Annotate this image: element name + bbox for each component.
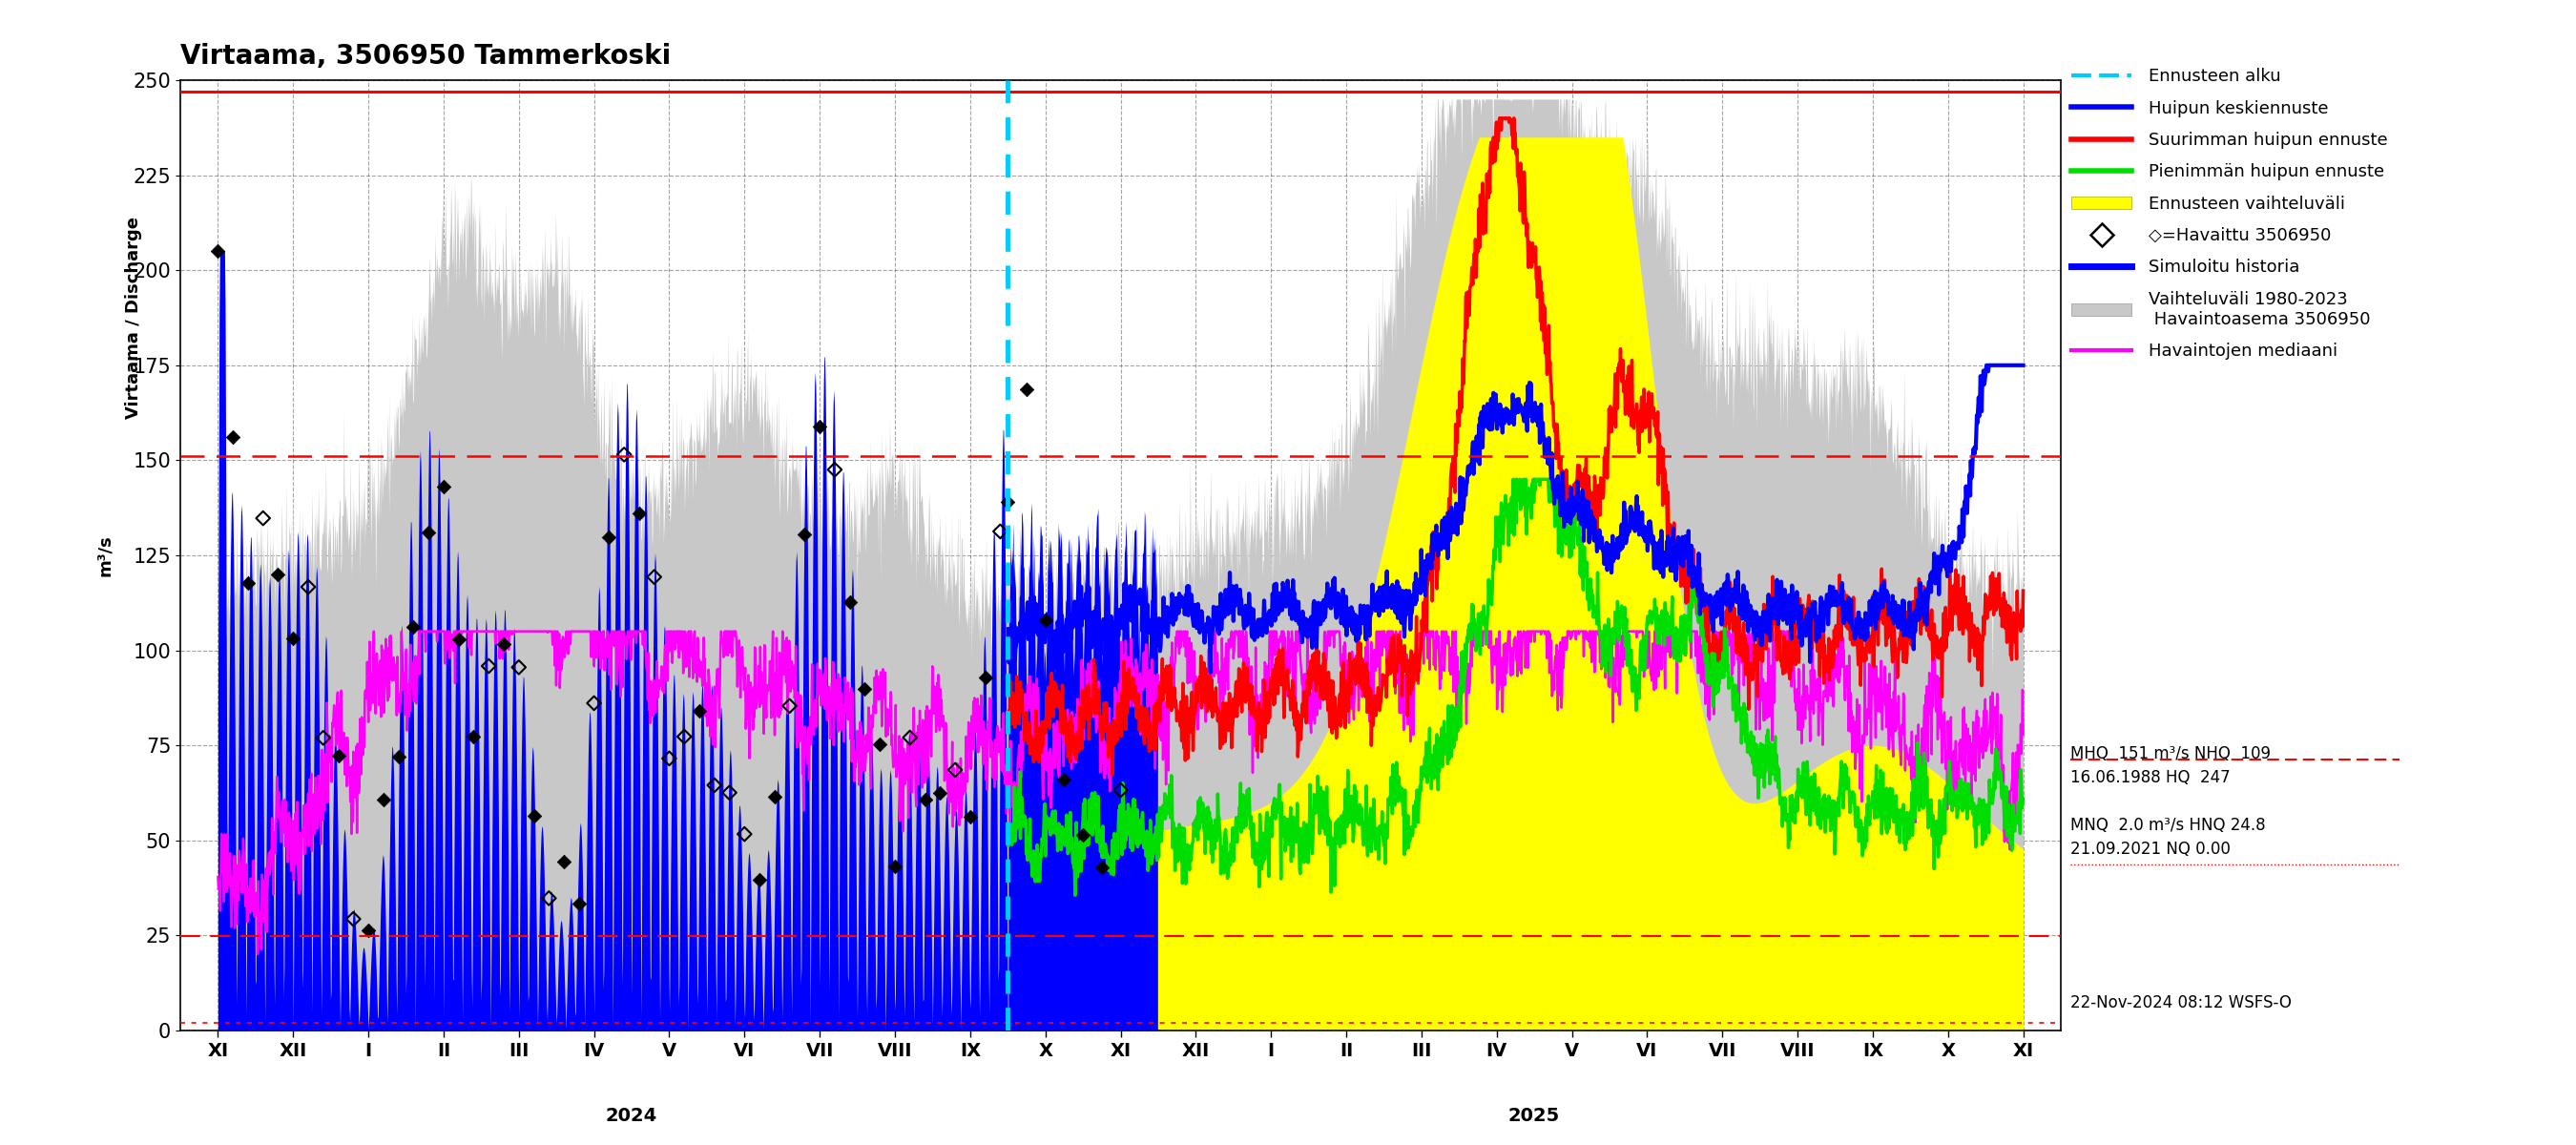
- Point: [1082, 859, 1123, 877]
- Point: [979, 522, 1020, 540]
- Point: [799, 417, 840, 435]
- Point: [770, 697, 811, 716]
- Point: [469, 657, 510, 676]
- Text: 2025: 2025: [1510, 1106, 1561, 1124]
- Point: [497, 658, 538, 677]
- Point: [920, 784, 961, 803]
- Point: [379, 748, 420, 766]
- Point: [987, 492, 1028, 511]
- Point: [724, 824, 765, 843]
- Point: [348, 922, 389, 940]
- Legend: Ennusteen alku, Huipun keskiennuste, Suurimman huipun ennuste, Pienimmän huipun : Ennusteen alku, Huipun keskiennuste, Suu…: [2063, 61, 2396, 366]
- Point: [559, 894, 600, 913]
- Point: [873, 858, 914, 876]
- Point: [814, 460, 855, 479]
- Point: [618, 505, 659, 523]
- Point: [394, 617, 435, 635]
- Point: [649, 749, 690, 767]
- Point: [1100, 781, 1141, 799]
- Point: [332, 910, 374, 929]
- Point: [587, 528, 629, 546]
- Point: [693, 776, 734, 795]
- Point: [634, 568, 675, 586]
- Point: [603, 445, 644, 464]
- Point: [889, 728, 930, 747]
- Point: [1043, 771, 1084, 789]
- Point: [211, 427, 252, 445]
- Point: [484, 635, 526, 654]
- Point: [574, 694, 616, 712]
- Point: [407, 523, 448, 542]
- Text: 22-Nov-2024 08:12 WSFS-O: 22-Nov-2024 08:12 WSFS-O: [2071, 994, 2293, 1011]
- Point: [363, 790, 404, 808]
- Point: [845, 680, 886, 698]
- Point: [963, 669, 1005, 687]
- Point: [242, 510, 283, 528]
- Point: [708, 783, 750, 802]
- Text: MHQ  151 m³/s NHQ  109
16.06.1988 HQ  247

MNQ  2.0 m³/s HNQ 24.8
21.09.2021 NQ : MHQ 151 m³/s NHQ 109 16.06.1988 HQ 247 M…: [2071, 745, 2269, 858]
- Text: m³/s: m³/s: [95, 535, 113, 576]
- Point: [273, 630, 314, 648]
- Point: [198, 242, 240, 260]
- Point: [1061, 826, 1103, 844]
- Point: [677, 702, 719, 720]
- Point: [528, 889, 569, 907]
- Point: [665, 727, 706, 745]
- Point: [422, 477, 464, 496]
- Point: [438, 631, 479, 649]
- Point: [301, 728, 343, 747]
- Point: [513, 807, 554, 826]
- Point: [935, 760, 976, 779]
- Point: [755, 788, 796, 806]
- Text: Virtaama / Discharge: Virtaama / Discharge: [124, 216, 142, 419]
- Point: [1005, 380, 1046, 398]
- Point: [1025, 611, 1066, 630]
- Point: [783, 526, 824, 544]
- Point: [951, 807, 992, 826]
- Point: [453, 727, 495, 745]
- Point: [317, 747, 358, 765]
- Point: [289, 578, 330, 597]
- Text: Virtaama, 3506950 Tammerkoski: Virtaama, 3506950 Tammerkoski: [180, 44, 670, 70]
- Point: [544, 852, 585, 870]
- Point: [739, 871, 781, 890]
- Point: [258, 564, 299, 583]
- Point: [904, 790, 945, 808]
- Point: [829, 593, 871, 611]
- Point: [227, 574, 268, 592]
- Text: 2024: 2024: [605, 1106, 657, 1124]
- Point: [860, 735, 902, 753]
